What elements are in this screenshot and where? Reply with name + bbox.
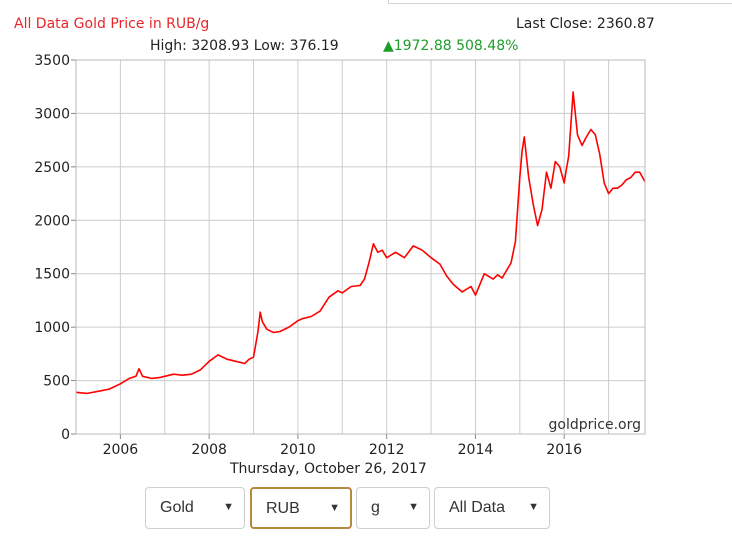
date-line: Thursday, October 26, 2017 xyxy=(230,461,427,477)
x-axis: 2006 2008 2010 2012 2014 2016 xyxy=(103,434,582,458)
x-tick-label: 2008 xyxy=(191,442,227,458)
y-tick-label: 0 xyxy=(61,427,70,443)
plot-frame xyxy=(75,59,646,435)
currency-select[interactable]: RUB ▼ xyxy=(250,487,352,529)
x-tick-label: 2010 xyxy=(280,442,316,458)
price-change: ▲1972.88 508.48% xyxy=(383,38,519,54)
chevron-down-icon: ▼ xyxy=(329,502,340,514)
y-axis: 0 500 1000 1500 2000 2500 3000 3500 xyxy=(34,53,76,443)
range-select[interactable]: All Data ▼ xyxy=(434,487,550,529)
x-tick-label: 2016 xyxy=(546,442,582,458)
y-tick-label: 1500 xyxy=(34,267,70,283)
price-chart: 0 500 1000 1500 2000 2500 3000 3500 2006 2008 201… xyxy=(34,53,646,458)
price-line xyxy=(75,91,646,395)
chevron-down-icon: ▼ xyxy=(223,501,234,513)
metal-select[interactable]: Gold ▼ xyxy=(145,487,245,529)
watermark: goldprice.org xyxy=(549,417,641,433)
last-close: Last Close: 2360.87 xyxy=(516,16,655,32)
unit-select-value: g xyxy=(371,499,380,516)
high-low-summary: High: 3208.93 Low: 376.19 xyxy=(150,38,339,54)
x-tick-label: 2012 xyxy=(369,442,405,458)
range-select-value: All Data xyxy=(449,499,506,516)
y-tick-label: 2000 xyxy=(34,213,70,229)
y-tick-label: 2500 xyxy=(34,160,70,176)
y-tick-label: 1000 xyxy=(34,320,70,336)
chevron-down-icon: ▼ xyxy=(528,501,539,513)
y-tick-label: 3500 xyxy=(34,53,70,69)
currency-select-value: RUB xyxy=(266,500,300,517)
x-tick-label: 2014 xyxy=(458,442,494,458)
chart-grid xyxy=(75,59,645,435)
metal-select-value: Gold xyxy=(160,499,194,516)
y-tick-label: 500 xyxy=(43,374,70,390)
unit-select[interactable]: g ▼ xyxy=(356,487,430,529)
x-tick-label: 2006 xyxy=(103,442,139,458)
header-input-box xyxy=(388,0,732,4)
chevron-down-icon: ▼ xyxy=(408,501,419,513)
chart-title: All Data Gold Price in RUB/g xyxy=(14,16,210,32)
y-tick-label: 3000 xyxy=(34,106,70,122)
